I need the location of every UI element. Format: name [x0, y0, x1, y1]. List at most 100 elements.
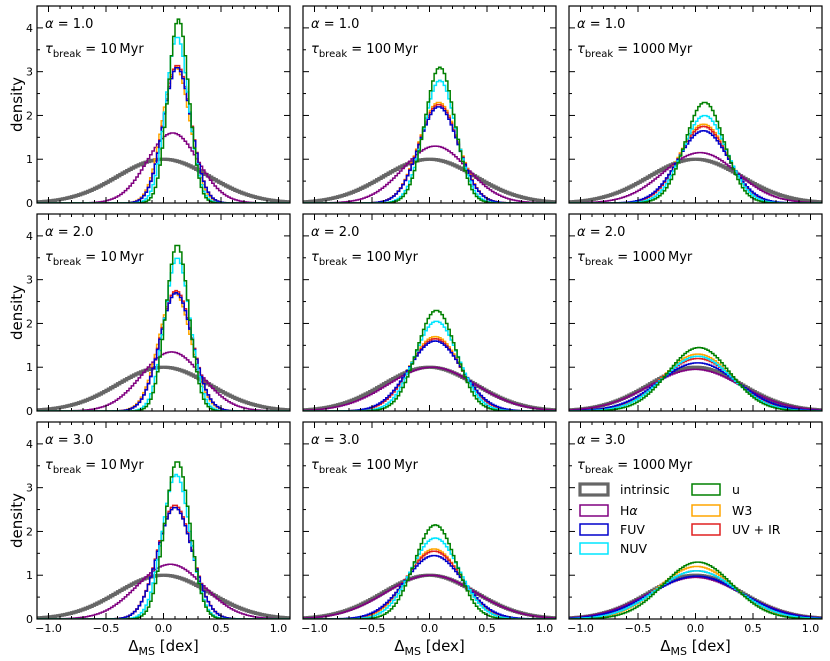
y-tick-label: 3 — [26, 274, 33, 287]
panel-3-3: −1.0 −0.5 0.0 0.5 1.0 ΔMS [dex] — [567, 421, 823, 658]
panel-alpha-label: α = 3.0 — [577, 433, 625, 448]
series-intrinsic — [303, 365, 556, 411]
series-halpha — [303, 145, 556, 203]
y-tick-label: 0 — [26, 405, 33, 418]
series-group — [569, 561, 822, 619]
y-tick-label: 4 — [26, 22, 33, 35]
x-tick-label: −1.0 — [567, 622, 594, 635]
panel-3-2: −1.0 −0.5 0.0 0.5 1.0 ΔMS [dex] — [301, 421, 557, 658]
x-tick-label: −1.0 — [35, 622, 62, 635]
legend-swatch — [578, 482, 610, 497]
x-tick-label: 1.0 — [536, 622, 554, 635]
y-axis-title: density — [8, 285, 26, 340]
panel-alpha-label: α = 1.0 — [45, 17, 93, 32]
series-w3 — [37, 292, 290, 411]
y-tick-label: 4 — [26, 230, 33, 243]
panel-tau-label: τbreak = 1000 Myr — [577, 458, 693, 476]
y-tick-label: 1 — [26, 361, 33, 374]
series-intrinsic — [569, 365, 822, 411]
x-tick-label: 1.0 — [270, 622, 288, 635]
series-u — [37, 18, 290, 203]
series-w3 — [303, 335, 556, 411]
legend-item-w3: W3 — [691, 503, 752, 518]
series-intrinsic — [303, 573, 556, 619]
panel-tau-label: τbreak = 10 Myr — [45, 250, 144, 268]
x-tick-label: −0.5 — [93, 622, 120, 635]
x-tick-label: 0.0 — [155, 622, 173, 635]
y-tick-label: 2 — [26, 525, 33, 538]
series-nuv — [37, 257, 290, 411]
panel-2-2 — [302, 213, 557, 412]
series-halpha — [37, 351, 290, 411]
series-fuv — [569, 130, 822, 203]
panel-1-2 — [302, 5, 557, 204]
series-u — [303, 66, 556, 203]
series-group — [37, 461, 290, 619]
legend-swatch — [579, 523, 609, 536]
legend-item-intrinsic: intrinsic — [578, 482, 670, 497]
x-axis-title: ΔMS [dex] — [660, 637, 731, 658]
legend: intrinsic Hα FUV NUV u W3 UV + IR — [578, 482, 781, 556]
legend-item-fuv: FUV — [579, 522, 645, 537]
series-group — [303, 66, 556, 203]
legend-swatch — [579, 542, 609, 555]
axes-frame — [36, 213, 291, 412]
legend-item-uvir: UV + IR — [691, 522, 781, 537]
panel-alpha-label: α = 2.0 — [311, 225, 359, 240]
series-fuv — [303, 554, 556, 619]
series-halpha — [569, 368, 822, 411]
axes-frame — [36, 5, 291, 204]
panel-tau-label: τbreak = 1000 Myr — [577, 42, 693, 60]
panel-alpha-label: α = 2.0 — [45, 225, 93, 240]
series-group — [37, 18, 290, 203]
legend-label: intrinsic — [620, 482, 670, 497]
panel-tau-label: τbreak = 100 Myr — [311, 458, 419, 476]
series-u — [37, 461, 290, 619]
panel-1-1: 0 1 2 3 4 density — [8, 5, 291, 210]
legend-swatch — [691, 504, 721, 517]
series-nuv — [569, 355, 822, 411]
series-group — [303, 309, 556, 411]
y-tick-label: 3 — [26, 482, 33, 495]
legend-label: Hα — [620, 503, 638, 518]
series-fuv — [569, 575, 822, 619]
series-group — [303, 524, 556, 619]
panel-2-1: 0 1 2 3 4 density — [8, 213, 291, 418]
panel-tau-label: τbreak = 10 Myr — [45, 458, 144, 476]
x-tick-label: 0.5 — [744, 622, 762, 635]
legend-item-halpha: Hα — [579, 503, 638, 518]
legend-label: FUV — [620, 522, 645, 537]
panel-alpha-label: α = 3.0 — [45, 433, 93, 448]
x-tick-label: 0.0 — [421, 622, 439, 635]
series-halpha — [37, 563, 290, 619]
series-nuv — [37, 473, 290, 619]
x-axis-title: ΔMS [dex] — [128, 637, 199, 658]
y-tick-label: 1 — [26, 153, 33, 166]
x-tick-label: −0.5 — [625, 622, 652, 635]
labels-layer: α = 1.0 τbreak = 10 Myr α = 1.0 τbreak = 10… — [45, 17, 693, 476]
series-nuv — [569, 570, 822, 619]
axes-frame — [568, 421, 823, 620]
panel-3-1: 0 1 2 3 4 density −1.0 −0.5 0.0 0.5 1.0 ΔMS [dex] — [8, 421, 291, 658]
series-uvir — [303, 550, 556, 619]
axes-frame — [568, 5, 823, 204]
y-tick-label: 1 — [26, 569, 33, 582]
series-w3 — [303, 548, 556, 619]
panel-1-3 — [568, 5, 823, 204]
series-intrinsic — [569, 157, 822, 203]
series-u — [37, 244, 290, 411]
panel-2-3 — [568, 213, 823, 412]
x-tick-label: −0.5 — [359, 622, 386, 635]
series-halpha — [303, 574, 556, 619]
series-intrinsic — [37, 157, 290, 203]
x-tick-label: 1.0 — [802, 622, 820, 635]
series-halpha — [303, 366, 556, 411]
series-intrinsic — [303, 157, 556, 203]
series-fuv — [37, 292, 290, 411]
series-group — [37, 244, 290, 411]
x-tick-label: 0.0 — [687, 622, 705, 635]
axes-frame — [568, 213, 823, 412]
panel-tau-label: τbreak = 1000 Myr — [577, 250, 693, 268]
x-axis-title: ΔMS [dex] — [394, 637, 465, 658]
